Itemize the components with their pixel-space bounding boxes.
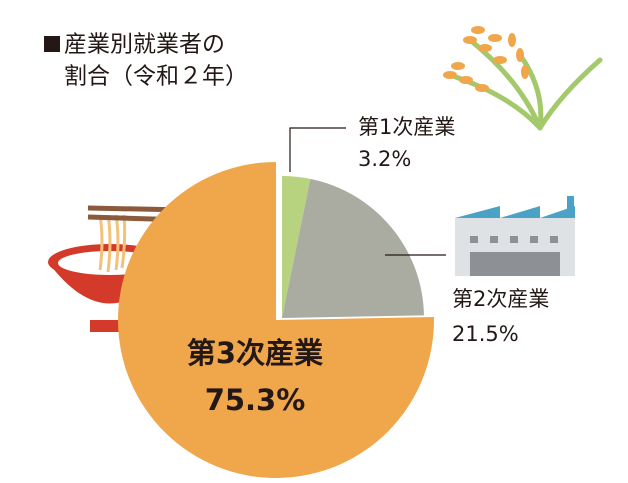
pie (118, 162, 434, 479)
chart-title: 割合（令和２年） (64, 64, 248, 90)
category-label: 第1次産業 (358, 115, 455, 139)
value-label: 21.5% (452, 322, 519, 346)
title-marker (44, 36, 60, 52)
leader-line (289, 127, 346, 172)
value-label: 3.2% (358, 147, 411, 171)
category-label: 第3次産業 (187, 336, 323, 370)
factory-icon (455, 196, 575, 276)
pie-slice (118, 162, 434, 479)
value-label: 75.3% (205, 383, 306, 417)
pie-slice (282, 178, 424, 318)
rice-icon (443, 26, 603, 131)
pie-slice (282, 176, 311, 318)
chart-title: 産業別就業者の (64, 32, 225, 58)
category-label: 第2次産業 (452, 287, 549, 311)
